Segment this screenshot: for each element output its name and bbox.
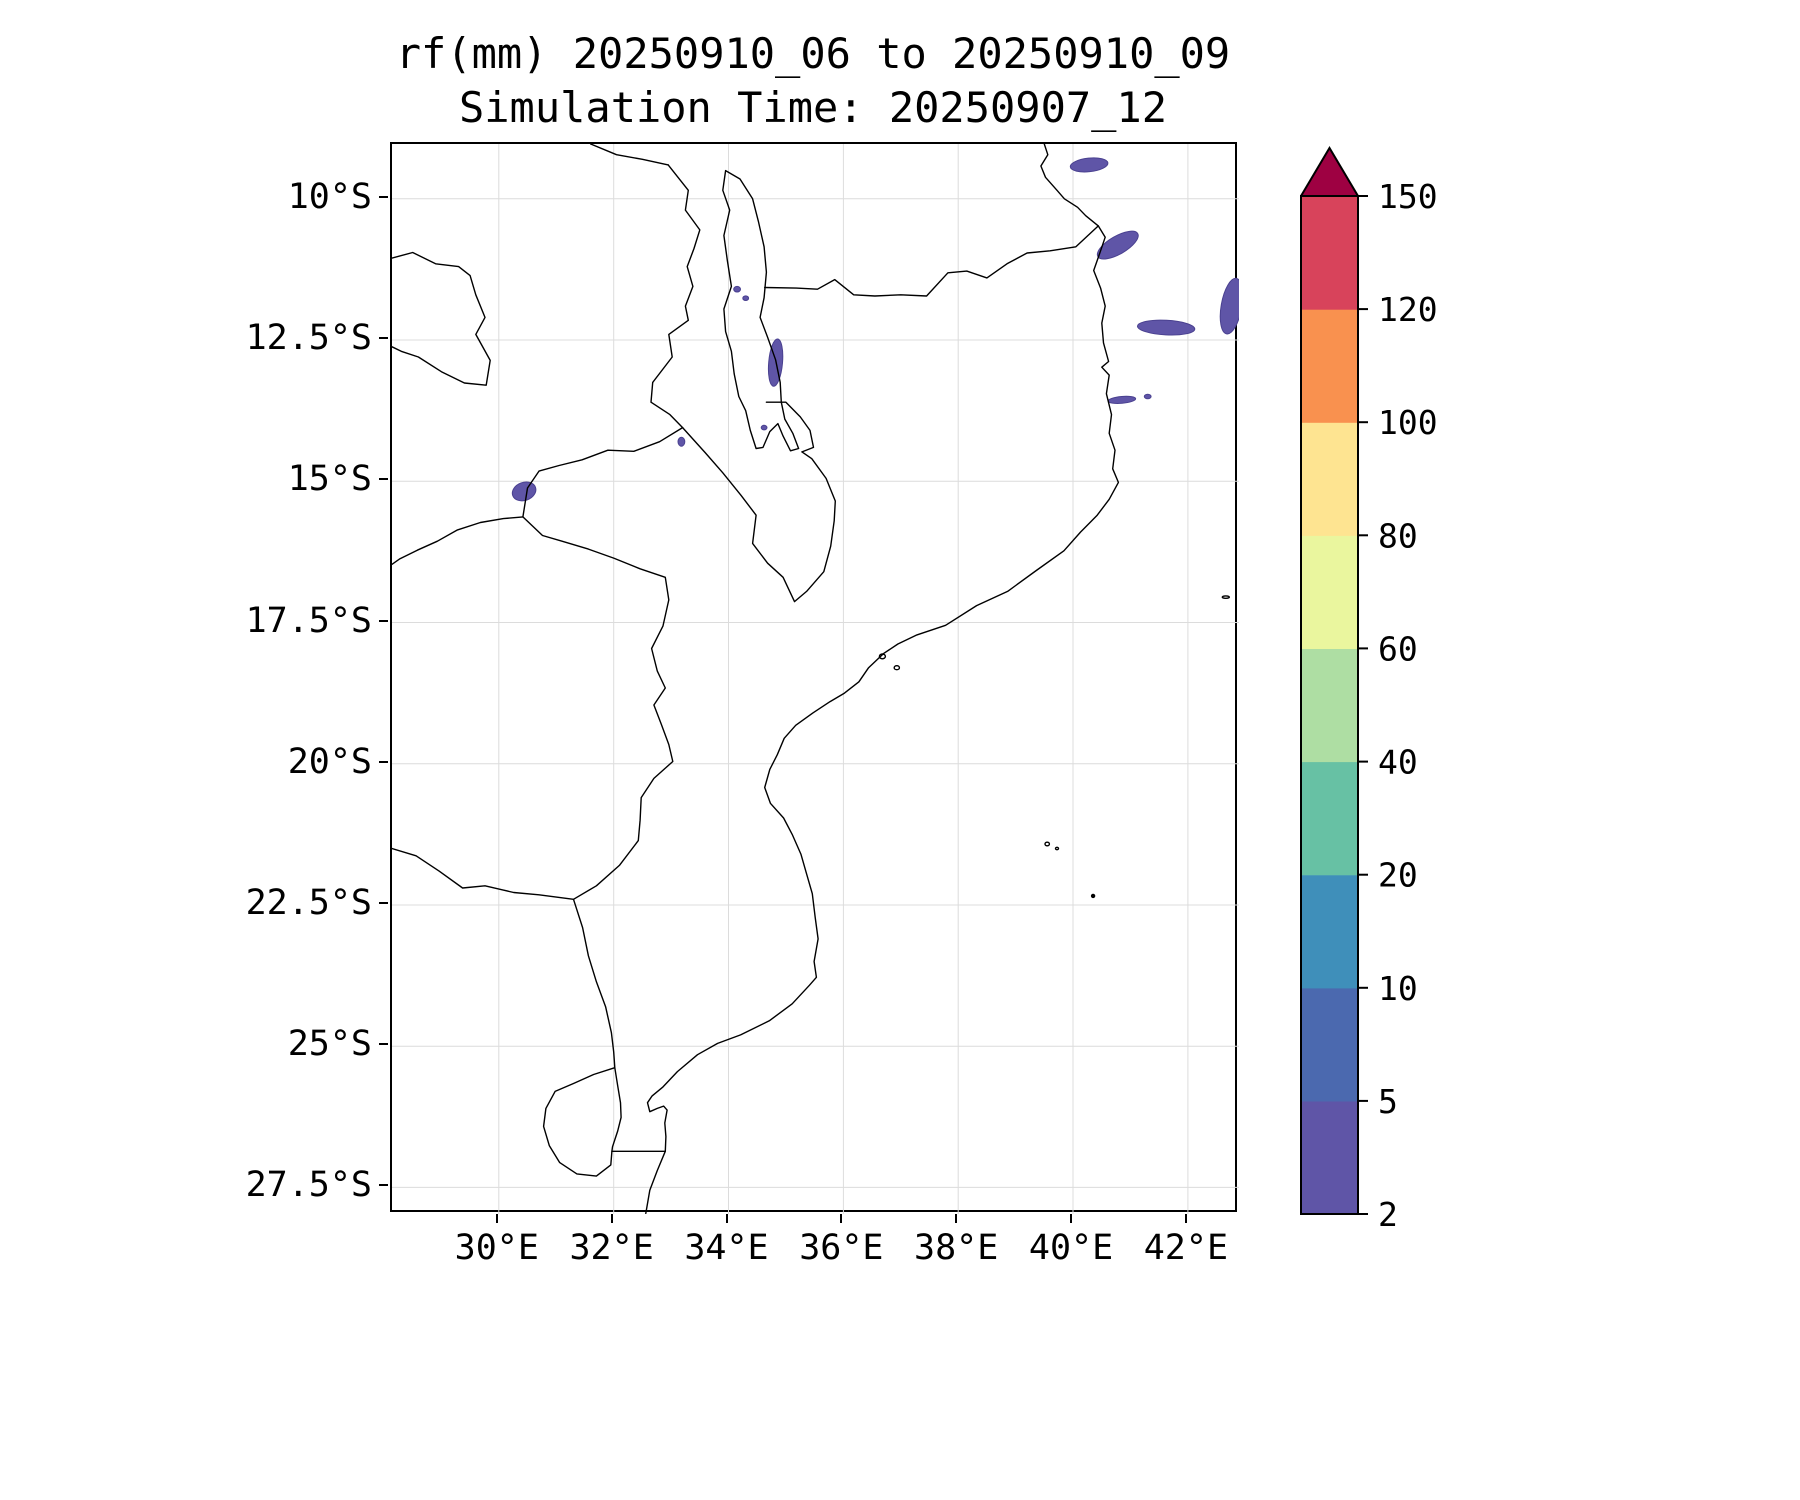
rain-patch [733, 285, 742, 293]
colorbar-segment [1301, 874, 1358, 989]
map-border-line [590, 144, 669, 166]
y-tick-mark [379, 478, 388, 481]
y-tick-mark [379, 1043, 388, 1046]
y-tick-label: 17.5°S [245, 600, 372, 641]
rain-patch [1069, 157, 1109, 173]
rain-patch [1107, 395, 1137, 404]
colorbar-segment [1301, 309, 1358, 423]
x-tick-label: 38°E [914, 1228, 999, 1268]
y-tick-mark [379, 195, 388, 198]
x-tick-label: 32°E [569, 1228, 654, 1268]
colorbar-segment [1301, 648, 1358, 763]
colorbar-label: 5 [1378, 1082, 1398, 1121]
colorbar: 150 120 100 80 60 40 20 10 5 2 [1300, 146, 1438, 1234]
colorbar-label: 2 [1378, 1195, 1398, 1234]
y-tick-label: 27.5°S [245, 1165, 372, 1206]
colorbar-label: 150 [1378, 177, 1438, 216]
rain-patch [1096, 230, 1139, 260]
colorbar-label: 40 [1378, 743, 1418, 782]
map-border-line [681, 426, 836, 603]
map-border-line [645, 144, 1120, 1214]
colorbar-segment [1301, 422, 1358, 536]
x-tick-label: 34°E [684, 1228, 769, 1268]
plot-subtitle: Simulation Time: 20250907_12 [458, 83, 1167, 132]
map-border-line [392, 847, 575, 900]
map-border-line [572, 898, 666, 1152]
islet [1044, 841, 1051, 847]
map-border-line [765, 401, 815, 453]
y-tick-mark [379, 337, 388, 340]
y-tick-label: 10°S [287, 176, 372, 217]
rain-patch [511, 481, 537, 502]
rain-patch [760, 424, 768, 431]
map-border-line [522, 516, 674, 900]
colorbar-segment [1301, 196, 1358, 310]
map-border-line [650, 164, 701, 429]
x-tick-mark [1070, 1214, 1073, 1223]
y-tick-mark [379, 901, 388, 904]
y-tick-mark [379, 619, 388, 622]
plot-title: rf(mm) 20250910_06 to 20250910_09 [395, 29, 1231, 78]
x-tick-label: 36°E [799, 1228, 884, 1268]
map-svg [392, 144, 1239, 1214]
colorbar-segment [1301, 761, 1358, 876]
x-tick-mark [840, 1214, 843, 1223]
x-tick-label: 30°E [454, 1228, 539, 1268]
x-tick-label: 40°E [1028, 1228, 1114, 1268]
islet [1090, 893, 1096, 899]
islet [1221, 595, 1230, 599]
colorbar-segment [1301, 987, 1358, 1102]
rain-patch [1143, 393, 1152, 400]
map-border-line [522, 426, 684, 518]
colorbar-label: 80 [1378, 516, 1418, 555]
y-tick-label: 15°S [287, 459, 372, 500]
colorbar-frame [1300, 195, 1359, 1215]
rain-patch [1136, 319, 1196, 336]
map-plot-area [390, 142, 1239, 1214]
lake-malawi-outline [722, 169, 800, 452]
colorbar-label: 100 [1378, 403, 1438, 442]
map-border-line [392, 251, 491, 386]
colorbar-label: 20 [1378, 856, 1418, 895]
x-tick-mark [1184, 1214, 1187, 1223]
x-tick-mark [610, 1214, 613, 1223]
islet [893, 665, 901, 671]
x-tick-mark [955, 1214, 958, 1223]
colorbar-over-arrow [1300, 146, 1360, 197]
colorbar-segment [1301, 1100, 1358, 1215]
y-tick-mark [379, 760, 388, 763]
x-tick-label: 42°E [1143, 1228, 1229, 1268]
colorbar-label: 60 [1378, 629, 1418, 668]
y-tick-label: 22.5°S [245, 882, 372, 923]
x-tick-mark [495, 1214, 498, 1223]
islet [1054, 846, 1060, 851]
y-tick-mark [379, 1184, 388, 1187]
y-tick-label: 25°S [287, 1024, 372, 1065]
map-border-line [542, 1067, 616, 1177]
x-tick-mark [725, 1214, 728, 1223]
colorbar-segment [1301, 535, 1358, 649]
map-border-line [764, 225, 1099, 297]
y-tick-label: 12.5°S [245, 318, 372, 359]
y-tick-label: 20°S [287, 741, 372, 782]
rain-patch [1219, 277, 1239, 335]
colorbar-label: 120 [1378, 290, 1438, 329]
islet [878, 653, 887, 660]
colorbar-label: 10 [1378, 969, 1418, 1008]
rain-patch [677, 436, 686, 447]
rain-patch [742, 295, 750, 301]
map-border-line [392, 516, 524, 565]
